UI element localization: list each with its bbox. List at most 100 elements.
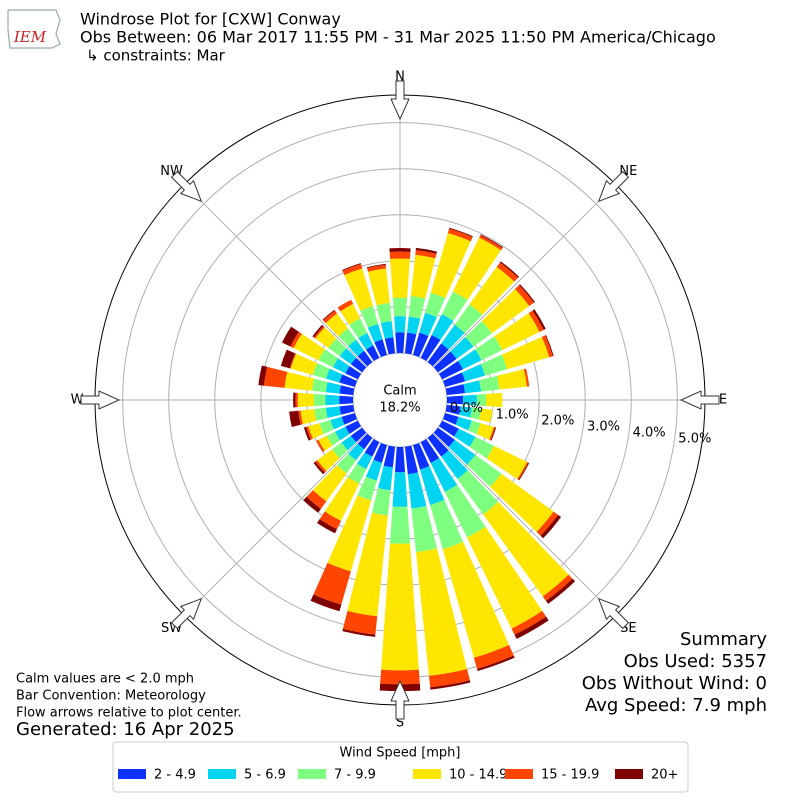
bar-segment <box>332 358 350 374</box>
bar-segment <box>349 318 368 339</box>
r-tick-label: 0.0% <box>450 401 483 416</box>
bar-segment <box>499 261 520 278</box>
bar-segment <box>312 465 347 502</box>
bar-segment <box>412 442 430 470</box>
bar-segment <box>457 470 499 515</box>
flow-arrow <box>390 80 410 121</box>
bar-segment <box>454 428 476 447</box>
note: Calm values are < 2.0 mph <box>16 672 194 687</box>
bar-segment <box>428 669 470 688</box>
radial-grid-line <box>183 432 368 617</box>
legend-swatch <box>208 769 236 779</box>
bar-segment <box>384 337 396 355</box>
bar-segment <box>515 285 534 307</box>
notes: Calm values are < 2.0 mph Bar Convention:… <box>16 672 242 721</box>
bar-segment <box>395 332 405 354</box>
bar-segment <box>289 410 301 427</box>
bar-segment <box>306 490 327 509</box>
bar-segment <box>449 227 473 238</box>
bar-segment <box>336 453 357 474</box>
bar-segment <box>489 426 496 441</box>
flow-arrow <box>679 390 720 410</box>
bar-segment <box>430 680 471 690</box>
bar-segment <box>290 353 318 375</box>
bar-segment <box>415 250 437 259</box>
bar-segment <box>281 326 299 347</box>
bar-segment <box>303 496 321 513</box>
bar-segment <box>427 433 449 457</box>
bar-segment <box>446 395 464 405</box>
bar-segment <box>481 288 530 334</box>
bar-segment <box>373 442 388 463</box>
bar-segment <box>430 233 471 299</box>
bar-segment <box>415 247 438 254</box>
bar-segment <box>326 431 341 446</box>
bar-segment <box>325 406 341 419</box>
bar-segment <box>545 578 576 604</box>
generated: Generated: 16 Apr 2025 <box>16 719 235 740</box>
bar-segment <box>312 324 324 338</box>
bar-segment <box>290 331 302 349</box>
bar-segment <box>455 416 472 431</box>
bar-segment <box>308 423 324 439</box>
bar-segment <box>477 655 515 672</box>
legend: Wind Speed [mph] 2 - 4.9 5 - 6.9 7 - 9.9 10… <box>112 741 689 793</box>
bar-segment <box>341 412 358 425</box>
bar-segment <box>315 460 327 473</box>
bar-segment <box>339 348 357 365</box>
compass-label: S <box>396 716 404 731</box>
flow-arrow <box>170 170 203 203</box>
bar-segment <box>425 292 446 318</box>
bar-segment <box>467 526 543 629</box>
bar-segment <box>342 263 362 271</box>
bar-segment <box>408 295 426 319</box>
bar-segment <box>444 484 486 538</box>
bar-segment <box>356 452 373 470</box>
bar-segment <box>517 462 529 480</box>
flow-arrow-shape <box>170 170 203 203</box>
bar-segment <box>445 404 461 415</box>
bar-segment <box>410 254 436 299</box>
bar-segment <box>338 328 357 347</box>
bar-segment <box>350 357 367 373</box>
bar-segment <box>459 406 472 418</box>
bar-segment <box>490 473 554 532</box>
bar-segment <box>442 541 510 658</box>
bar-segment <box>345 420 362 435</box>
bar-segment <box>545 334 554 357</box>
bar-segment <box>494 313 540 351</box>
compass-label: N <box>395 70 405 85</box>
bar-segment <box>316 439 325 453</box>
bar-segment <box>540 514 562 539</box>
bar-segment <box>427 343 449 367</box>
bar-segment <box>394 316 406 333</box>
bar-segment <box>496 262 519 282</box>
bar-segment <box>383 445 396 468</box>
bar-segment <box>325 381 341 394</box>
bar-segment <box>371 488 391 516</box>
bar-segment <box>310 594 342 612</box>
bar-segment <box>298 410 303 425</box>
bar-segment <box>314 407 328 421</box>
logo: IEM <box>7 9 61 49</box>
bar-segment <box>341 435 357 451</box>
bar-segment <box>322 309 335 321</box>
legend-label: 20+ <box>651 768 678 783</box>
bar-segment <box>284 371 315 391</box>
bar-segment <box>366 263 386 269</box>
bar-segment <box>319 419 334 435</box>
bar-segment <box>536 511 559 536</box>
bar-segment <box>469 266 515 315</box>
bar-segment <box>378 465 393 491</box>
bar-segment <box>420 438 440 463</box>
bar-segment <box>313 461 325 475</box>
bar-segment <box>528 310 544 332</box>
bar-segment <box>300 409 317 425</box>
bar-segment <box>380 321 394 339</box>
bar-segment <box>430 458 458 492</box>
bar-segment <box>313 562 351 605</box>
bar-segment <box>419 466 445 505</box>
bar-segment <box>339 404 355 415</box>
bar-segment <box>483 501 569 597</box>
